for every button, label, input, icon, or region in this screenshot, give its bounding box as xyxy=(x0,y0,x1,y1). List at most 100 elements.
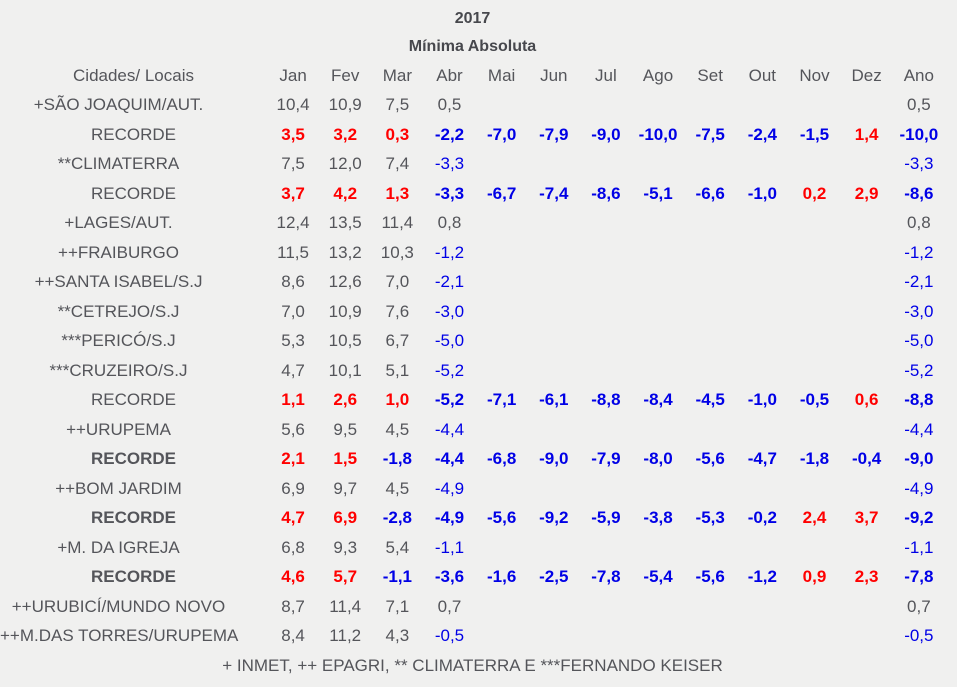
temperature-cell xyxy=(632,622,684,652)
temperature-cell: -1,2 xyxy=(904,242,934,262)
temperature-cell xyxy=(684,327,736,357)
temperature-cell: 1,0 xyxy=(385,390,410,410)
row-label: ++URUBICÍ/MUNDO NOVO xyxy=(11,596,226,616)
temperature-cell: 4,3 xyxy=(385,626,410,646)
temperature-cell xyxy=(841,91,893,121)
temperature-cell xyxy=(632,150,684,180)
temperature-cell xyxy=(841,356,893,386)
column-header-jan: Jan xyxy=(279,65,307,85)
temperature-cell xyxy=(788,268,840,298)
row-label: ***CRUZEIRO/S.J xyxy=(49,360,188,380)
column-header-ago: Ago xyxy=(642,65,674,85)
temperature-cell: -1,1 xyxy=(382,567,412,587)
temperature-cell xyxy=(580,297,632,327)
row-label: **CETREJO/S.J xyxy=(57,301,180,321)
row-label: RECORDE xyxy=(90,390,176,410)
row-label: ++FRAIBURGO xyxy=(58,242,179,262)
temperature-cell xyxy=(788,356,840,386)
temperature-cell: 0,7 xyxy=(907,596,931,616)
row-label: +SÃO JOAQUIM/AUT. xyxy=(33,95,204,115)
column-header-jun: Jun xyxy=(540,65,568,85)
temperature-cell: -5,6 xyxy=(486,508,517,528)
temperature-cell: 4,6 xyxy=(281,567,305,587)
temperature-cell: -5,2 xyxy=(434,390,465,410)
temperature-cell xyxy=(684,622,736,652)
temperature-cell: -5,0 xyxy=(434,331,465,351)
row-label: RECORDE xyxy=(90,508,176,528)
temperature-cell xyxy=(788,327,840,357)
temperature-cell xyxy=(632,238,684,268)
temperature-cell: 1,1 xyxy=(281,390,305,410)
temperature-cell: -7,1 xyxy=(486,390,517,410)
temperature-cell xyxy=(528,268,580,298)
temperature-cell: -5,2 xyxy=(904,360,934,380)
temperature-cell: 4,7 xyxy=(281,360,305,380)
temperature-cell: -8,6 xyxy=(904,183,934,203)
temperature-cell: -5,0 xyxy=(904,331,934,351)
temperature-cell: 6,7 xyxy=(385,331,410,351)
row-label: **CLIMATERRA xyxy=(57,154,180,174)
record-row: RECORDE 3,7 4,2 1,3 -3,3 -6,7 -7,4 -8,6 -5,1 -6,6… xyxy=(0,179,945,209)
temperature-cell: 8,6 xyxy=(281,272,305,292)
temperature-cell: -4,5 xyxy=(695,390,725,410)
temperature-cell: 4,5 xyxy=(385,419,410,439)
temperature-cell: 8,7 xyxy=(281,596,305,616)
temperature-cell: -7,8 xyxy=(591,567,621,587)
temperature-cell: -2,4 xyxy=(747,124,777,144)
temperature-cell xyxy=(528,592,580,622)
temperature-cell: 10,5 xyxy=(328,331,362,351)
temperature-cell xyxy=(684,91,736,121)
temperature-cell xyxy=(528,297,580,327)
column-header-cidades: Cidades/ Locais xyxy=(73,65,194,85)
temperature-cell: 7,6 xyxy=(385,301,410,321)
temperature-cell: -7,5 xyxy=(695,124,725,144)
temperature-cell: -5,2 xyxy=(434,360,465,380)
station-row: +M. DA IGREJA 6,8 9,3 5,4 -1,1 -1,1 xyxy=(0,533,945,563)
temperature-cell: 1,5 xyxy=(333,449,358,469)
header-row: Cidades/ Locais Jan Fev Mar Abr Mai Jun … xyxy=(0,61,945,91)
temperature-cell: -1,8 xyxy=(382,449,412,469)
temperature-cell xyxy=(736,415,788,445)
station-row: ***CRUZEIRO/S.J 4,7 10,1 5,1 -5,2 -5,2 xyxy=(0,356,945,386)
temperature-cell: -2,1 xyxy=(904,272,934,292)
temperature-cell: 7,5 xyxy=(281,154,305,174)
temperature-cell: 10,1 xyxy=(328,360,362,380)
station-row: ++BOM JARDIM 6,9 9,7 4,5 -4,9 -4,9 xyxy=(0,474,945,504)
temperature-cell xyxy=(632,327,684,357)
temperature-cell xyxy=(736,297,788,327)
temperature-cell: -5,3 xyxy=(695,508,725,528)
temperature-cell: 0,8 xyxy=(437,213,462,233)
temperature-cell: 0,7 xyxy=(437,596,462,616)
temperature-cell: 2,9 xyxy=(854,183,879,203)
temperature-cell: -1,1 xyxy=(904,537,934,557)
temperature-cell: -3,8 xyxy=(643,508,673,528)
temperature-cell xyxy=(476,238,528,268)
temperature-cell xyxy=(528,150,580,180)
temperature-cell: -9,0 xyxy=(591,124,621,144)
temperature-cell: 2,3 xyxy=(854,567,879,587)
temperature-cell xyxy=(528,622,580,652)
temperature-cell: -4,9 xyxy=(434,508,465,528)
temperature-cell: 1,3 xyxy=(385,183,410,203)
temperature-cell: -6,6 xyxy=(695,183,725,203)
temperature-cell xyxy=(632,415,684,445)
temperature-cell: -3,3 xyxy=(434,154,465,174)
temperature-cell: -4,4 xyxy=(434,419,465,439)
temperature-cell: -0,5 xyxy=(434,626,465,646)
temperature-cell: 12,6 xyxy=(328,272,362,292)
temperature-cell xyxy=(684,356,736,386)
column-header-mar: Mar xyxy=(382,65,412,85)
temperature-cell: -4,4 xyxy=(904,419,934,439)
temperature-cell: -8,4 xyxy=(643,390,673,410)
temperature-cell xyxy=(632,356,684,386)
temperature-cell: 2,1 xyxy=(281,449,305,469)
temperature-cell: 8,4 xyxy=(281,626,305,646)
temperature-cell: -7,9 xyxy=(539,124,569,144)
temperature-cell: 2,4 xyxy=(802,508,827,528)
temperature-cell xyxy=(476,327,528,357)
column-header-set: Set xyxy=(697,65,723,85)
temperature-cell: 11,5 xyxy=(277,242,309,262)
temperature-cell xyxy=(528,474,580,504)
temperature-cell xyxy=(841,209,893,239)
temperature-cell: 10,9 xyxy=(328,301,362,321)
